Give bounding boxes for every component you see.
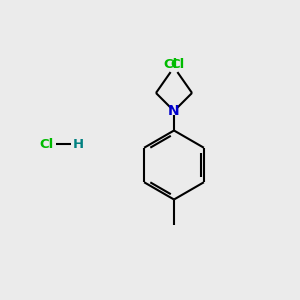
Text: Cl: Cl — [170, 58, 184, 70]
Text: Cl: Cl — [164, 58, 178, 70]
Text: N: N — [168, 104, 180, 118]
Text: Cl: Cl — [40, 137, 54, 151]
Text: H: H — [73, 137, 84, 151]
